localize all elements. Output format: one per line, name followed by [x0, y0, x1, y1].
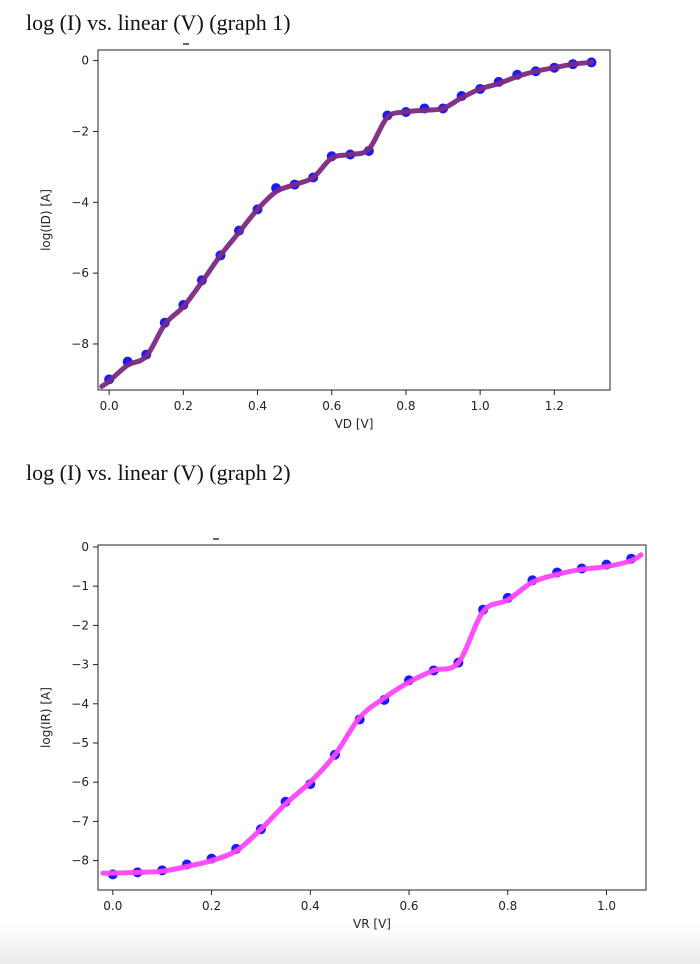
x-tick-label: 0.4 — [301, 899, 320, 913]
y-tick-label: −5 — [71, 736, 89, 750]
y-tick-label: −6 — [71, 775, 89, 789]
y-tick-label: −7 — [71, 814, 89, 828]
x-tick-label: 1.2 — [545, 399, 564, 413]
x-tick-label: 0.8 — [396, 399, 415, 413]
x-axis-label: VD [V] — [335, 417, 374, 431]
x-tick-label: 0.4 — [248, 399, 267, 413]
y-tick-label: −6 — [71, 266, 89, 280]
graph-1-heading: log (I) vs. linear (V) (graph 1) — [26, 10, 291, 35]
graph-2-heading: log (I) vs. linear (V) (graph 2) — [26, 460, 291, 485]
y-tick-label: −4 — [71, 195, 89, 209]
x-tick-label: 0.6 — [322, 399, 341, 413]
x-tick-label: 0.6 — [399, 899, 418, 913]
fit-line — [100, 552, 644, 876]
plot-frame — [97, 49, 611, 391]
y-tick-label: 0 — [81, 54, 89, 68]
y-tick-label: −2 — [71, 618, 89, 632]
y-tick-label: −1 — [71, 579, 89, 593]
y-tick-label: −8 — [71, 337, 89, 351]
y-tick-label: −3 — [71, 658, 89, 672]
x-tick-label: 0.2 — [202, 899, 221, 913]
y-axis-label: log(IR) [A] — [39, 687, 53, 748]
chart-graph-2: 0.0 0.2 0.4 0.6 0.8 1.0 0 −1 −2 −3 −4 −5 −6 −7 −8 VR [V… — [39, 538, 647, 931]
x-tick-label: 1.0 — [471, 399, 490, 413]
y-tick-label: −4 — [71, 697, 89, 711]
x-tick-label: 0.0 — [100, 399, 119, 413]
fit-line — [99, 59, 594, 389]
plot-frame — [97, 544, 647, 891]
x-tick-label: 1.0 — [597, 899, 616, 913]
x-tick-label: 0.8 — [498, 899, 517, 913]
y-tick-label: 0 — [81, 540, 89, 554]
y-axis-label: log(ID) [A] — [39, 189, 53, 251]
y-tick-label: −2 — [71, 124, 89, 138]
x-tick-label: 0.0 — [103, 899, 122, 913]
x-tick-label: 0.2 — [174, 399, 193, 413]
chart-graph-1: 0.0 0.2 0.4 0.6 0.8 1.0 1.2 0 −2 −4 −6 −8 VD [V] log(… — [39, 43, 611, 431]
x-axis-label: VR [V] — [353, 917, 391, 931]
y-tick-label: −8 — [71, 854, 89, 868]
